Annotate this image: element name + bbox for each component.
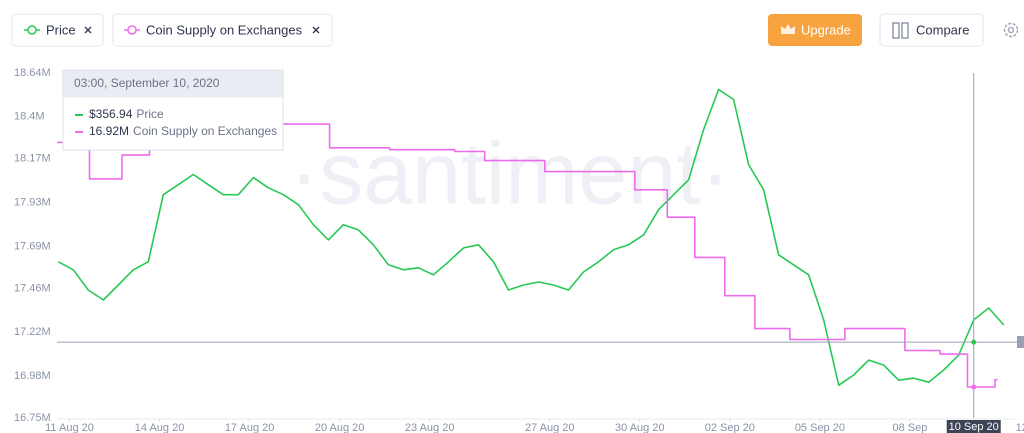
x-tick-label: 05 Sep 20 — [795, 422, 845, 433]
y-tick-label: 18.4M — [14, 111, 45, 123]
x-tick-label: 14 Aug 20 — [135, 422, 185, 433]
button-label: Compare — [916, 22, 969, 37]
tooltip-series: Coin Supply on Exchanges — [133, 124, 277, 138]
settings-button[interactable] — [1003, 22, 1019, 38]
y-tick-label: 17.93M — [14, 197, 51, 209]
x-tick-label: 12 Se — [1016, 422, 1024, 433]
x-tick-label: 17 Aug 20 — [225, 422, 275, 433]
upgrade-button[interactable]: Upgrade — [768, 14, 862, 46]
crosshair-label: 10 Sep 20 — [949, 421, 999, 433]
x-tick-label: 08 Sep — [893, 422, 928, 433]
x-tick-label: 27 Aug 20 — [525, 422, 575, 433]
crosshair-dot — [971, 384, 977, 390]
watermark: ·santiment· — [290, 123, 730, 222]
y-tick-label: 16.98M — [14, 370, 51, 382]
legend-chip[interactable]: Price — [11, 13, 104, 47]
y-tick-label: 17.69M — [14, 240, 51, 252]
gear-icon — [1003, 22, 1019, 38]
legend-label: Price — [46, 22, 76, 37]
button-bg — [768, 14, 862, 46]
x-tick-label: 20 Aug 20 — [315, 422, 365, 433]
legend-icon-dot — [127, 25, 137, 35]
legend-label: Coin Supply on Exchanges — [146, 22, 303, 37]
crosshair-marker — [1017, 336, 1024, 348]
gear-icon — [1007, 26, 1015, 34]
crosshair-label-bg — [946, 420, 1001, 433]
tooltip-header — [63, 70, 283, 98]
button-label: Upgrade — [801, 22, 851, 37]
tooltip-row: $356.94 Price — [89, 107, 164, 121]
x-tick-label: 30 Aug 20 — [615, 422, 665, 433]
x-tick-label: 02 Sep 20 — [705, 422, 755, 433]
tooltip-value: 16.92M — [89, 124, 129, 138]
series-line — [57, 88, 1005, 386]
x-tick-label: 23 Aug 20 — [405, 422, 455, 433]
chip-frame — [11, 13, 104, 47]
tooltip-title: 03:00, September 10, 2020 — [74, 76, 220, 90]
legend-icon-dot — [27, 25, 37, 35]
close-icon[interactable] — [84, 26, 92, 34]
y-tick-label: 16.75M — [14, 412, 51, 424]
tooltip-row: 16.92M Coin Supply on Exchanges — [89, 124, 277, 138]
compare-icon — [892, 22, 900, 39]
compare-icon — [901, 22, 909, 39]
y-tick-label: 17.22M — [14, 326, 51, 338]
y-tick-label: 18.17M — [14, 153, 51, 165]
y-tick-label: 18.64M — [14, 67, 51, 79]
chip-frame — [112, 13, 333, 47]
tooltip-series: Price — [136, 107, 164, 121]
crosshair-dot — [971, 339, 977, 345]
y-tick-label: 17.46M — [14, 282, 51, 294]
compare-button[interactable]: Compare — [879, 13, 984, 47]
tooltip-value: $356.94 — [89, 107, 133, 121]
crown-icon — [781, 24, 795, 34]
close-icon[interactable] — [312, 26, 320, 34]
x-tick-label: 11 Aug 20 — [45, 422, 94, 433]
tooltip: 03:00, September 10, 2020 $356.94 Price 1… — [62, 69, 284, 151]
legend-chip[interactable]: Coin Supply on Exchanges — [112, 13, 333, 47]
